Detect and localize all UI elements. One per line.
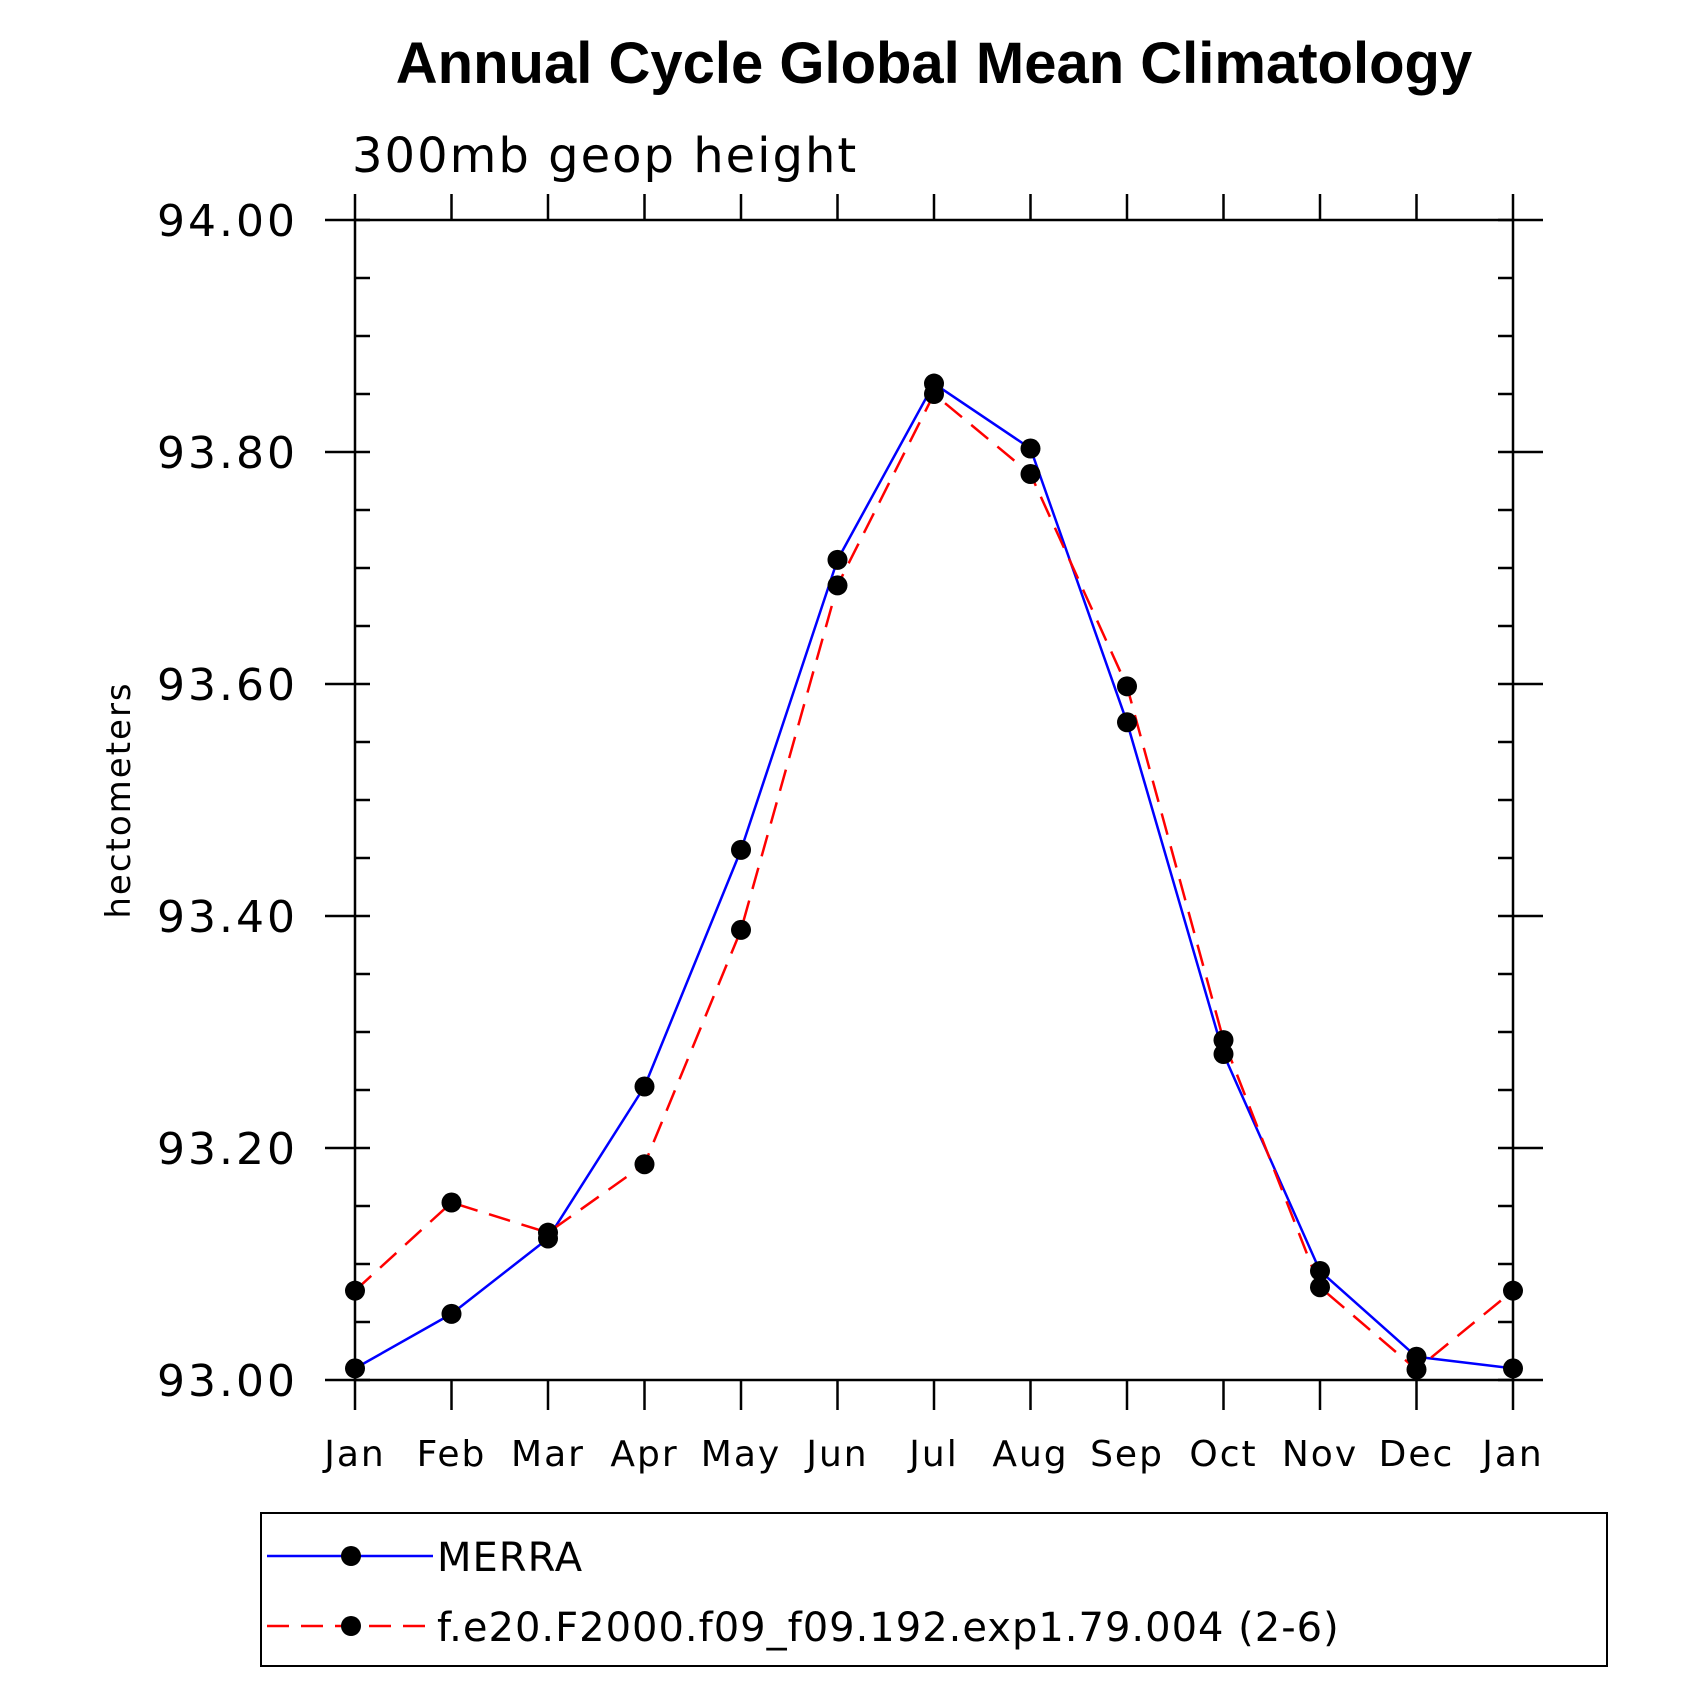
plot-area: 93.00 93.20 93.40 93.60 93.80 94.00 Jan Feb Mar… <box>157 194 1544 1475</box>
x-tick-label: Nov <box>1282 1434 1358 1475</box>
x-tick-label: Mar <box>511 1434 585 1475</box>
series-1-point <box>634 1154 655 1175</box>
axis-ticks <box>325 194 1543 1410</box>
series-markers <box>345 373 1523 1380</box>
series-1-point <box>1406 1359 1427 1380</box>
legend-label-merra: MERRA <box>437 1535 583 1581</box>
series-1-point <box>538 1222 558 1243</box>
series-0-point <box>827 549 848 570</box>
x-tick-label: Aug <box>992 1434 1068 1475</box>
series-0-point <box>345 1358 365 1379</box>
series-0-point <box>441 1303 462 1324</box>
x-tick-label: May <box>701 1434 781 1475</box>
legend-entry-model: f.e20.F2000.f09_f09.192.exp1.79.004 (2-6… <box>267 1605 1340 1651</box>
x-tick-label: Dec <box>1379 1434 1455 1475</box>
x-tick-label: Apr <box>610 1434 678 1475</box>
x-tick-label: Jan <box>322 1434 386 1475</box>
y-axis-label: hectometers <box>99 681 139 918</box>
legend-label-model: f.e20.F2000.f09_f09.192.exp1.79.004 (2-6… <box>437 1605 1340 1651</box>
series-0-point <box>1020 438 1041 459</box>
series-1-point <box>1020 464 1041 485</box>
series-1-point <box>1503 1280 1523 1301</box>
legend-box <box>260 1512 1608 1667</box>
x-tick-label: Feb <box>417 1434 487 1475</box>
series-1-point <box>924 384 944 404</box>
y-tick-label: 93.60 <box>157 660 298 711</box>
series-0-point <box>1310 1260 1330 1281</box>
legend-marker-merra <box>341 1546 361 1566</box>
series-1-point <box>827 575 848 596</box>
series-1-point <box>1213 1030 1234 1051</box>
series-0-point <box>1503 1358 1523 1379</box>
series-1-point <box>345 1280 365 1301</box>
series-lines <box>354 382 1514 1371</box>
series-1-point <box>1117 676 1137 697</box>
series-line-0 <box>354 382 1514 1370</box>
series-1-point <box>731 919 751 940</box>
series-0-point <box>634 1076 655 1097</box>
legend-entry-merra: MERRA <box>267 1535 583 1581</box>
x-tick-label: Sep <box>1090 1434 1164 1475</box>
y-tick-label: 93.00 <box>157 1356 298 1407</box>
series-1-point <box>1310 1277 1330 1298</box>
series-line-1 <box>354 392 1514 1371</box>
y-tick-label: 93.80 <box>157 428 298 479</box>
series-0-point <box>1213 1044 1234 1065</box>
legend-marker-model <box>341 1616 361 1636</box>
x-tick-label: Oct <box>1189 1434 1257 1475</box>
legend: MERRA f.e20.F2000.f09_f09.192.exp1.79.00… <box>260 1512 1608 1667</box>
x-tick-labels: Jan Feb Mar Apr May Jun Jul Aug Sep Oct Nov Dec Jan <box>322 1434 1544 1475</box>
chart-subtitle: 300mb geop height <box>352 128 858 184</box>
series-0-point <box>731 839 751 860</box>
chart-title: Annual Cycle Global Mean Climatology <box>396 31 1472 96</box>
y-tick-label: 93.40 <box>157 892 298 943</box>
y-tick-labels: 93.00 93.20 93.40 93.60 93.80 94.00 <box>157 196 298 1407</box>
series-1-point <box>441 1192 462 1213</box>
y-tick-label: 93.20 <box>157 1124 298 1175</box>
y-tick-label: 94.00 <box>157 196 298 247</box>
series-0-point <box>1117 712 1137 733</box>
x-tick-label: Jul <box>907 1434 958 1475</box>
x-tick-label: Jan <box>1480 1434 1544 1475</box>
x-tick-label: Jun <box>804 1434 868 1475</box>
